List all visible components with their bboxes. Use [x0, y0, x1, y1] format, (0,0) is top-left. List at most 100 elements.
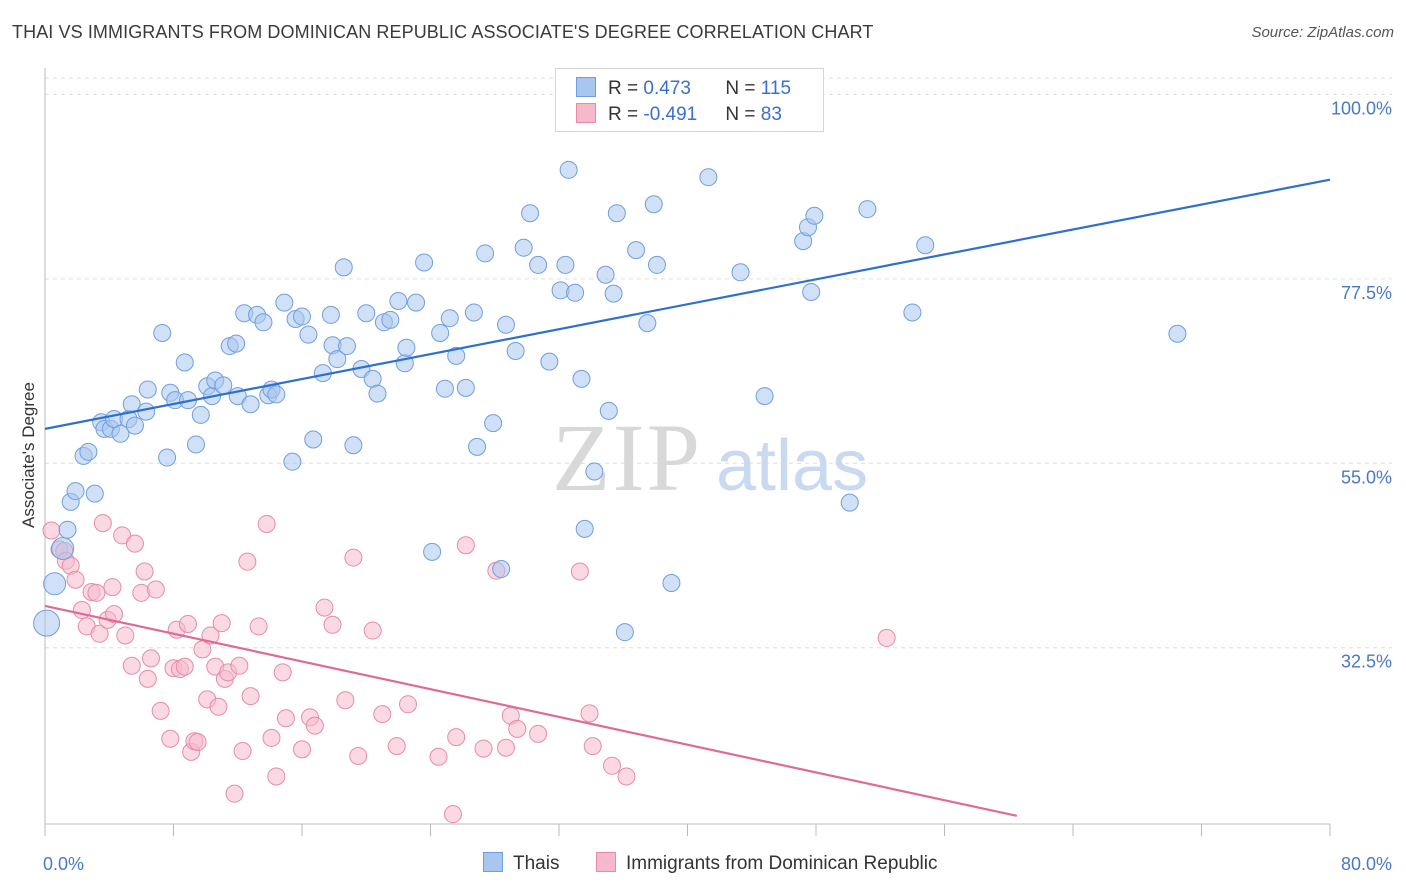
x-tick-label: 0.0%	[43, 854, 84, 874]
point-thais	[58, 520, 77, 539]
point-dominican	[496, 738, 515, 757]
trend-line-thais	[44, 178, 1331, 430]
point-thais	[293, 307, 311, 326]
series-dominican-points	[42, 514, 896, 824]
point-dominican	[103, 578, 122, 597]
point-dominican	[87, 583, 106, 602]
point-thais	[604, 284, 623, 303]
point-thais	[423, 542, 442, 561]
point-thais	[599, 401, 618, 420]
point-thais	[572, 369, 591, 388]
y-tick-label: 32.5%	[1341, 652, 1392, 672]
point-thais	[175, 353, 194, 372]
point-dominican	[90, 624, 109, 643]
point-thais	[1168, 324, 1187, 343]
point-thais	[337, 337, 356, 356]
point-dominican	[387, 737, 406, 756]
point-thais	[615, 623, 634, 642]
point-thais	[283, 452, 302, 471]
legend-r-value: 0.473	[643, 78, 691, 99]
point-dominican	[262, 728, 281, 747]
point-thais	[858, 200, 877, 219]
point-thais	[85, 484, 104, 503]
point-thais	[559, 160, 578, 179]
point-thais	[464, 303, 483, 322]
legend-r-value: -0.491	[643, 104, 698, 125]
point-thais	[137, 402, 156, 421]
series-thais-points	[33, 160, 1187, 642]
point-thais	[585, 462, 604, 481]
point-dominican	[146, 580, 165, 599]
point-dominican	[66, 570, 85, 589]
legend-swatch-dominican	[576, 103, 596, 123]
point-thais	[440, 309, 459, 328]
bottom-legend-label-dominican: Immigrants from Dominican Republic	[626, 853, 938, 874]
point-dominican	[209, 697, 228, 716]
point-thais	[916, 236, 935, 255]
point-thais	[214, 376, 233, 395]
point-dominican	[188, 733, 207, 752]
point-dominican	[349, 746, 368, 765]
point-thais	[496, 315, 515, 334]
point-dominican	[151, 701, 170, 720]
point-thais	[755, 387, 774, 406]
point-thais	[506, 341, 525, 360]
point-thais	[51, 537, 75, 561]
point-thais	[468, 437, 487, 456]
point-dominican	[161, 729, 180, 748]
legend-row-dominican: R = -0.491 N = 83	[576, 103, 782, 127]
point-dominican	[142, 649, 161, 668]
point-dominican	[125, 534, 144, 553]
legend-swatch-thais	[576, 77, 596, 97]
watermark-zip: ZIP	[552, 404, 702, 511]
point-thais	[556, 255, 575, 274]
point-thais	[627, 241, 646, 260]
chart-title: THAI VS IMMIGRANTS FROM DOMINICAN REPUBL…	[12, 22, 874, 42]
point-dominican	[267, 767, 286, 786]
point-dominican	[138, 669, 157, 688]
point-dominican	[42, 521, 61, 540]
point-thais	[484, 414, 503, 433]
tick-labels: 32.5% 55.0% 77.5% 100.0% 0.0% 80.0%	[43, 98, 1392, 874]
point-thais	[275, 293, 294, 312]
point-dominican	[276, 709, 295, 728]
point-dominican	[116, 626, 135, 645]
point-thais	[607, 204, 626, 223]
point-dominican	[344, 548, 363, 567]
point-dominican	[508, 719, 527, 738]
point-thais	[397, 338, 416, 357]
point-dominican	[225, 784, 244, 803]
point-dominican	[603, 756, 622, 775]
trend-line-dominican	[44, 604, 1018, 817]
point-dominican	[178, 614, 197, 633]
point-thais	[111, 424, 130, 443]
point-thais	[241, 395, 260, 414]
point-thais	[435, 379, 454, 398]
trend-lines	[44, 178, 1331, 817]
point-thais	[476, 244, 495, 263]
point-thais	[731, 263, 750, 282]
point-dominican	[877, 628, 896, 647]
point-thais	[529, 255, 548, 274]
point-dominican	[570, 562, 589, 581]
point-dominican	[315, 598, 334, 617]
x-tick-label: 80.0%	[1341, 854, 1392, 874]
point-thais	[802, 282, 821, 301]
legend-n-label: N =	[725, 78, 761, 99]
axes	[44, 68, 1331, 836]
point-thais	[638, 314, 657, 333]
point-dominican	[456, 536, 475, 555]
point-thais	[186, 435, 205, 454]
point-thais	[540, 352, 559, 371]
point-dominican	[212, 614, 231, 633]
legend-n-label: N =	[725, 104, 761, 125]
point-dominican	[238, 552, 257, 571]
point-thais	[321, 305, 340, 324]
point-thais	[33, 609, 61, 637]
legend-row-thais: R = 0.473 N = 115	[576, 77, 791, 101]
point-dominican	[249, 617, 268, 636]
legend-r-label: R =	[608, 78, 644, 99]
point-thais	[492, 560, 511, 579]
bottom-legend-swatch-dominican	[596, 852, 616, 872]
